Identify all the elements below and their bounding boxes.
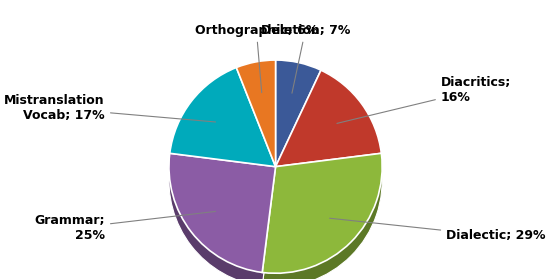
Text: Orthographic; 6%: Orthographic; 6%	[195, 24, 318, 93]
Wedge shape	[262, 167, 382, 280]
Wedge shape	[262, 153, 382, 273]
Wedge shape	[276, 70, 381, 167]
Wedge shape	[236, 60, 276, 167]
Wedge shape	[169, 153, 276, 272]
Text: Diacritics;
16%: Diacritics; 16%	[337, 76, 511, 123]
Wedge shape	[236, 74, 276, 181]
Wedge shape	[276, 84, 381, 181]
Wedge shape	[276, 74, 321, 181]
Wedge shape	[170, 67, 276, 167]
Text: Dialectic; 29%: Dialectic; 29%	[329, 218, 546, 242]
Text: Grammar;
25%: Grammar; 25%	[35, 211, 216, 242]
Wedge shape	[170, 81, 276, 181]
Text: Mistranslation
Vocab; 17%: Mistranslation Vocab; 17%	[4, 94, 216, 122]
Wedge shape	[169, 167, 276, 280]
Wedge shape	[276, 60, 321, 167]
Text: Deletion; 7%: Deletion; 7%	[261, 24, 350, 93]
